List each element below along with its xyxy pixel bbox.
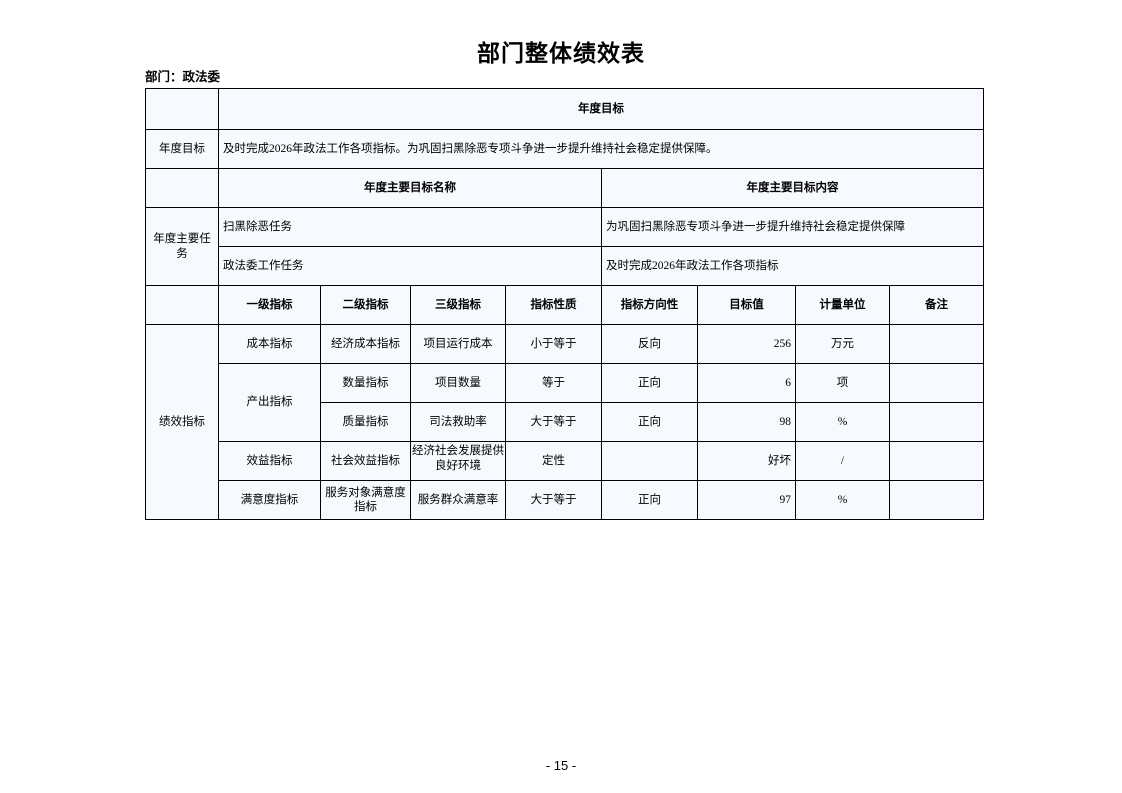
indicator-remark — [889, 402, 984, 442]
table-row-indicator: 满意度指标 服务对象满意度指标 服务群众满意率 大于等于 正向 97 % — [146, 480, 984, 520]
main-task-name: 政法委工作任务 — [218, 246, 602, 286]
column-header-level2: 二级指标 — [320, 285, 411, 325]
indicator-level1: 产出指标 — [218, 363, 321, 442]
annual-goal-row-label: 年度目标 — [145, 129, 219, 169]
table-row-indicator: 效益指标 社会效益指标 化解社会矛盾，为经济社会发展提供良好环境 定性 好坏 / — [146, 441, 984, 481]
main-tasks-header-content: 年度主要目标内容 — [601, 168, 984, 208]
table-row-main-task: 年度主要任务 扫黑除恶任务 为巩固扫黑除恶专项斗争进一步提升维持社会稳定提供保障 — [145, 207, 984, 286]
indicator-level1: 效益指标 — [218, 441, 321, 481]
department-label: 部门：政法委 — [145, 70, 221, 84]
main-task-name: 扫黑除恶任务 — [218, 207, 602, 247]
indicator-target: 97 — [697, 480, 796, 520]
table-row-main-tasks-header: 年度主要目标名称 年度主要目标内容 — [145, 168, 984, 208]
indicator-level2: 服务对象满意度指标 — [320, 480, 411, 520]
indicator-level3: 项目运行成本 — [410, 324, 506, 364]
main-task-content: 及时完成2026年政法工作各项指标 — [601, 246, 984, 286]
indicator-level3: 项目数量 — [410, 363, 506, 403]
indicators-row-label: 绩效指标 — [145, 324, 219, 520]
column-header-level1: 一级指标 — [218, 285, 321, 325]
table-row-indicator-headers: 一级指标 二级指标 三级指标 指标性质 指标方向性 目标值 计量单位 备注 — [145, 285, 984, 325]
table-row-indicator: 产出指标 数量指标 项目数量 等于 正向 6 项 — [146, 363, 984, 442]
column-header-level3: 三级指标 — [410, 285, 506, 325]
indicator-remark — [889, 441, 984, 481]
table-row-indicator: 绩效指标 成本指标 经济成本指标 项目运行成本 小于等于 反向 256 万元 — [145, 324, 984, 520]
page-title: 部门整体绩效表 — [477, 41, 645, 66]
indicator-level2: 经济成本指标 — [320, 324, 411, 364]
indicator-target: 98 — [697, 402, 796, 442]
indicator-level2: 数量指标 — [320, 363, 411, 403]
table-row-annual-goal-header: 年度目标 — [145, 88, 984, 130]
indicator-level3: 司法救助率 — [410, 402, 506, 442]
indicator-direction: 反向 — [601, 324, 698, 364]
main-tasks-header-name: 年度主要目标名称 — [218, 168, 602, 208]
indicator-nature: 小于等于 — [505, 324, 602, 364]
indicator-unit: / — [795, 441, 890, 481]
indicator-level2: 质量指标 — [320, 402, 411, 442]
annual-goal-corner-cell — [145, 88, 219, 130]
indicator-unit: 项 — [795, 363, 890, 403]
indicator-direction: 正向 — [601, 363, 698, 403]
table-row-annual-goal: 年度目标 及时完成2026年政法工作各项指标。为巩固扫黑除恶专项斗争进一步提升维… — [145, 129, 984, 169]
main-tasks-corner-cell — [145, 168, 219, 208]
column-header-direction: 指标方向性 — [601, 285, 698, 325]
indicator-unit: % — [795, 402, 890, 442]
indicator-direction: 正向 — [601, 402, 698, 442]
indicator-corner-cell — [145, 285, 219, 325]
indicator-nature: 等于 — [505, 363, 602, 403]
column-header-nature: 指标性质 — [505, 285, 602, 325]
indicator-unit: % — [795, 480, 890, 520]
column-header-unit: 计量单位 — [795, 285, 890, 325]
indicator-unit: 万元 — [795, 324, 890, 364]
indicator-remark — [889, 480, 984, 520]
table-row-indicator: 质量指标 司法救助率 大于等于 正向 98 % — [146, 402, 984, 442]
indicator-level2: 社会效益指标 — [320, 441, 411, 481]
indicator-level3-text: 化解社会矛盾，为经济社会发展提供良好环境 — [412, 443, 504, 472]
indicator-level1: 成本指标 — [218, 324, 321, 364]
indicator-level3: 服务群众满意率 — [410, 480, 506, 520]
indicator-target: 256 — [697, 324, 796, 364]
indicator-level3: 化解社会矛盾，为经济社会发展提供良好环境 — [410, 441, 506, 481]
table-row-main-task: 政法委工作任务 及时完成2026年政法工作各项指标 — [146, 246, 984, 286]
main-task-content: 为巩固扫黑除恶专项斗争进一步提升维持社会稳定提供保障 — [601, 207, 984, 247]
indicator-nature: 定性 — [505, 441, 602, 481]
column-header-remark: 备注 — [889, 285, 984, 325]
page-number: - 15 - — [545, 758, 577, 773]
indicator-direction — [601, 441, 698, 481]
indicator-target: 好坏 — [697, 441, 796, 481]
indicator-remark — [889, 324, 984, 364]
indicator-nature: 大于等于 — [505, 480, 602, 520]
annual-goal-row-value: 及时完成2026年政法工作各项指标。为巩固扫黑除恶专项斗争进一步提升维持社会稳定… — [218, 129, 984, 169]
indicator-target: 6 — [697, 363, 796, 403]
performance-table: 年度目标 年度目标 及时完成2026年政法工作各项指标。为巩固扫黑除恶专项斗争进… — [145, 88, 984, 520]
annual-goal-header-cell: 年度目标 — [218, 88, 984, 130]
column-header-target: 目标值 — [697, 285, 796, 325]
indicator-remark — [889, 363, 984, 403]
indicator-direction: 正向 — [601, 480, 698, 520]
indicator-level1: 满意度指标 — [218, 480, 321, 520]
indicator-nature: 大于等于 — [505, 402, 602, 442]
main-tasks-row-label: 年度主要任务 — [145, 207, 219, 286]
